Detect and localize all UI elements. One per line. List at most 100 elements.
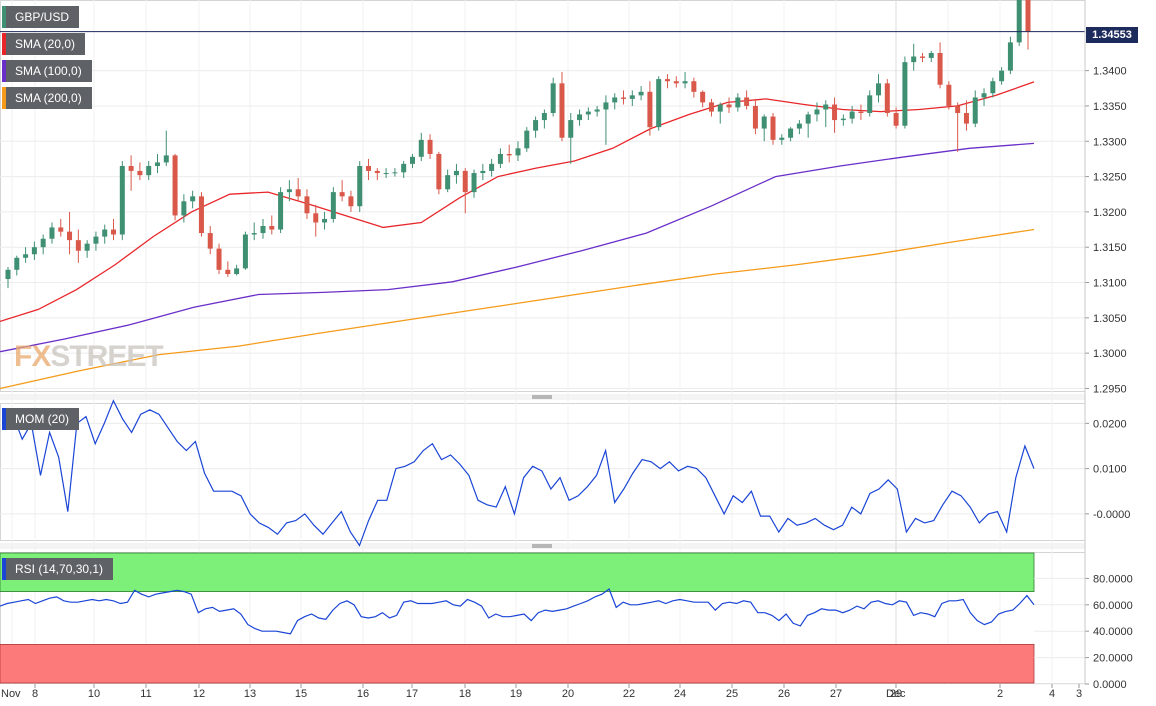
rsi-label[interactable]: RSI (14,70,30,1) (2, 558, 114, 580)
candle-body (427, 139, 433, 154)
price-tick-label: 1.3400 (1093, 66, 1127, 78)
candle-body (629, 95, 635, 99)
rsi-oversold-zone (0, 644, 1035, 684)
time-tick-label: 22 (623, 688, 635, 700)
candle-body (497, 153, 503, 164)
time-tick-label: 8 (32, 688, 38, 700)
candle-body (664, 79, 670, 82)
time-tick-label: 13 (244, 688, 256, 700)
sma100-label[interactable]: SMA (100,0) (2, 60, 92, 82)
candle-body (348, 196, 354, 207)
candle-body (735, 97, 741, 108)
candle-body (181, 201, 187, 216)
price-tick-label: 1.3250 (1093, 172, 1127, 184)
candle-body (541, 113, 547, 121)
candle-body (374, 170, 380, 174)
sma20-label-text: SMA (20,0) (15, 37, 76, 51)
candle-body (295, 189, 301, 197)
candle-body (515, 148, 521, 156)
candle-body (58, 227, 64, 232)
candle-body (304, 196, 310, 214)
candle-body (330, 192, 336, 219)
candle-body (49, 227, 55, 239)
rsi-tick-label: 0.0000 (1093, 679, 1127, 691)
rsi-label-text: RSI (14,70,30,1) (15, 562, 104, 576)
rsi-line (0, 588, 1035, 635)
time-tick-label: 26 (778, 688, 790, 700)
candle-body (260, 226, 266, 234)
candle-body (823, 104, 829, 110)
time-tick-label: 27 (830, 688, 842, 700)
candle-body (928, 52, 934, 58)
sma100-color-marker (2, 60, 6, 82)
candle-body (893, 113, 899, 126)
rsi-color-marker (2, 558, 6, 580)
rsi-overbought-zone (0, 552, 1035, 592)
candle-body (840, 118, 846, 121)
sma20-color-marker (2, 33, 6, 55)
candle-body (172, 155, 178, 216)
price-tick-label: 1.3150 (1093, 242, 1127, 254)
candle-body (31, 247, 37, 255)
time-tick-label: 10 (88, 688, 100, 700)
candle-body (638, 91, 644, 96)
candle-body (225, 269, 231, 275)
sma20-label[interactable]: SMA (20,0) (2, 33, 86, 55)
candle-body (506, 153, 512, 156)
candle-body (717, 104, 723, 112)
candle-body (1007, 42, 1013, 71)
candle-body (366, 165, 372, 171)
candle-body (585, 111, 591, 115)
time-tick-label: 17 (406, 688, 418, 700)
candle-body (673, 81, 679, 84)
candle-body (550, 83, 556, 114)
time-tick-label: 12 (193, 688, 205, 700)
candle-body (981, 93, 987, 98)
candle-body (242, 234, 248, 269)
candle-body (911, 56, 917, 63)
candle-body (93, 236, 99, 244)
candle-body (251, 233, 257, 235)
sma200-label[interactable]: SMA (200,0) (2, 87, 92, 109)
candle-body (656, 79, 662, 128)
rsi-tick-label: 20.0000 (1093, 653, 1133, 665)
mom-color-marker (2, 408, 6, 430)
symbol-label-text: GBP/USD (15, 10, 70, 24)
rsi-tick-label: 80.0000 (1093, 573, 1133, 585)
candle-body (603, 102, 609, 110)
candle-body (568, 120, 574, 138)
candle-body (990, 81, 996, 94)
candle-body (524, 130, 530, 149)
price-tick-label: 1.2950 (1093, 383, 1127, 395)
candle-body (963, 113, 969, 124)
mom-label[interactable]: MOM (20) (2, 408, 79, 430)
candle-body (216, 248, 222, 270)
time-tick-label: 29 (890, 688, 902, 700)
sma20-line (0, 81, 1035, 323)
candle-body (462, 170, 468, 193)
candle-body (436, 153, 442, 190)
sma200-line (0, 228, 1035, 390)
mom-tick-label: -0.0000 (1093, 509, 1130, 521)
candle-body (708, 102, 714, 112)
price-tick-label: 1.3100 (1093, 278, 1127, 290)
candle-body (234, 268, 240, 275)
candle-body (559, 83, 565, 138)
candle-body (858, 111, 864, 114)
candle-body (1025, 0, 1031, 32)
candle-body (805, 114, 811, 124)
candle-body (14, 257, 20, 270)
candle-body (612, 97, 618, 103)
candle-body (119, 165, 125, 235)
symbol-label[interactable]: GBP/USD (2, 6, 80, 28)
candle-body (163, 155, 169, 163)
candle-body (876, 83, 882, 96)
candle-body (401, 163, 407, 173)
candle-body (146, 165, 152, 176)
candle-body (972, 97, 978, 124)
price-tick-label: 1.3200 (1093, 207, 1127, 219)
candle-body (770, 116, 776, 140)
candle-body (752, 105, 758, 129)
candle-body (322, 218, 328, 223)
candle-body (453, 170, 459, 176)
